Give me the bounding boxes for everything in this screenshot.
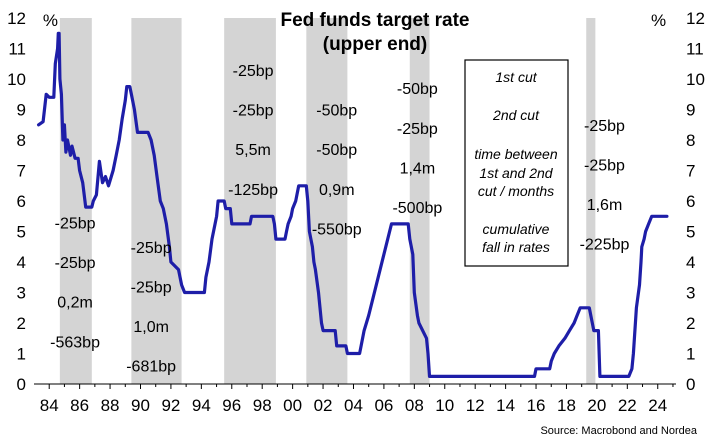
x-tick-label-16: 16 — [527, 396, 546, 415]
annotation-3-line-2: 0,9m — [319, 182, 355, 199]
annotation-3-line-1: -50bp — [316, 142, 357, 159]
y-tick-left-12: 12 — [7, 9, 26, 28]
y-tick-left-2: 2 — [17, 314, 26, 333]
annotation-5-line-0: -25bp — [584, 118, 625, 135]
annotation-3-line-3: -550bp — [312, 221, 362, 238]
recession-band-1 — [131, 18, 182, 384]
x-tick-label-88: 88 — [101, 396, 120, 415]
annotation-1-line-0: -25bp — [131, 240, 172, 257]
y-tick-right-2: 2 — [686, 314, 695, 333]
legend-item-6: fall in rates — [482, 239, 550, 255]
annotation-4-line-0: -50bp — [397, 81, 438, 98]
annotation-2-line-0: -25bp — [233, 63, 274, 80]
left-unit-label: % — [43, 11, 58, 30]
y-tick-left-5: 5 — [17, 223, 26, 242]
y-tick-right-12: 12 — [686, 9, 705, 28]
annotation-2-line-2: 5,5m — [235, 142, 271, 159]
x-tick-label-10: 10 — [435, 396, 454, 415]
y-tick-right-5: 5 — [686, 223, 695, 242]
rate-series — [36, 31, 669, 378]
y-tick-right-4: 4 — [686, 253, 695, 272]
x-tick-label-20: 20 — [587, 396, 606, 415]
annotation-1-line-3: -681bp — [126, 359, 176, 376]
legend-item-1: 2nd cut — [492, 107, 540, 123]
y-tick-right-3: 3 — [686, 284, 695, 303]
y-tick-left-6: 6 — [17, 192, 26, 211]
annotation-0-line-3: -563bp — [50, 334, 100, 351]
x-tick-label-98: 98 — [253, 396, 272, 415]
x-tick-label-84: 84 — [40, 396, 59, 415]
x-tick-label-18: 18 — [557, 396, 576, 415]
annotations: -25bp -25bp 0,2m -563bp -25bp -25bp 1,0m -681bp… — [50, 63, 629, 376]
x-tick-label-92: 92 — [161, 396, 180, 415]
x-tick-label-14: 14 — [496, 396, 515, 415]
legend-item-0: 1st cut — [495, 69, 537, 85]
annotation-4-line-3: -500bp — [392, 200, 442, 217]
annotation-1-line-2: 1,0m — [133, 319, 169, 336]
x-tick-label-06: 06 — [374, 396, 393, 415]
x-tick-label-02: 02 — [314, 396, 333, 415]
x-tick-label-96: 96 — [222, 396, 241, 415]
annotation-2-line-1: -25bp — [233, 103, 274, 120]
y-tick-left-4: 4 — [17, 253, 26, 272]
legend-item-3: 1st and 2nd — [479, 165, 553, 181]
recession-shading — [59, 18, 596, 384]
y-tick-right-8: 8 — [686, 131, 695, 150]
legend-box: 1st cut 2nd cut time between 1st and 2nd cut… — [464, 59, 569, 267]
annotation-3-line-0: -50bp — [316, 103, 357, 120]
source-note: Source: Macrobond and Nordea — [540, 425, 697, 437]
annotation-5-line-3: -225bp — [580, 237, 630, 254]
x-tick-label-86: 86 — [70, 396, 89, 415]
recession-band-3 — [306, 18, 348, 384]
y-tick-left-3: 3 — [17, 284, 26, 303]
legend-item-2: time between — [474, 146, 557, 162]
x-tick-label-22: 22 — [618, 396, 637, 415]
y-tick-right-6: 6 — [686, 192, 695, 211]
y-tick-left-11: 11 — [8, 40, 26, 59]
right-unit-label: % — [651, 11, 666, 30]
legend-item-4: cut / months — [478, 183, 554, 199]
y-tick-right-7: 7 — [686, 162, 695, 181]
annotation-0-line-2: 0,2m — [57, 295, 93, 312]
x-tick-label-00: 00 — [283, 396, 302, 415]
annotation-5-line-2: 1,6m — [587, 197, 623, 214]
annotation-2-line-3: -125bp — [228, 182, 278, 199]
x-tick-label-94: 94 — [192, 396, 211, 415]
recession-band-5 — [586, 18, 596, 384]
x-tick-label-24: 24 — [648, 396, 667, 415]
y-tick-left-0: 0 — [17, 375, 26, 394]
x-tick-label-90: 90 — [131, 396, 150, 415]
annotation-4-line-1: -25bp — [397, 121, 438, 138]
x-tick-label-04: 04 — [344, 396, 363, 415]
y-tick-left-1: 1 — [17, 345, 26, 364]
y-tick-right-9: 9 — [686, 101, 695, 120]
x-tick-label-08: 08 — [405, 396, 424, 415]
recession-band-0 — [59, 18, 92, 384]
annotation-0-line-0: -25bp — [55, 215, 96, 232]
y-tick-right-1: 1 — [686, 345, 695, 364]
x-tick-label-12: 12 — [466, 396, 485, 415]
y-tick-right-11: 11 — [686, 40, 704, 59]
annotation-5-line-1: -25bp — [584, 157, 625, 174]
rate-line — [36, 31, 669, 378]
y-tick-left-8: 8 — [17, 131, 26, 150]
y-tick-right-0: 0 — [686, 375, 695, 394]
legend-item-5: cumulative — [483, 221, 550, 237]
annotation-1-line-1: -25bp — [131, 279, 172, 296]
y-tick-left-9: 9 — [17, 101, 26, 120]
y-tick-left-10: 10 — [7, 70, 26, 89]
chart-title-line-2: (upper end) — [323, 34, 428, 55]
y-tick-right-10: 10 — [686, 70, 705, 89]
annotation-0-line-1: -25bp — [55, 255, 96, 272]
chart-title-line-1: Fed funds target rate — [281, 10, 470, 31]
y-tick-left-7: 7 — [17, 162, 26, 181]
annotation-4-line-2: 1,4m — [400, 160, 436, 177]
recession-band-2 — [224, 18, 276, 384]
